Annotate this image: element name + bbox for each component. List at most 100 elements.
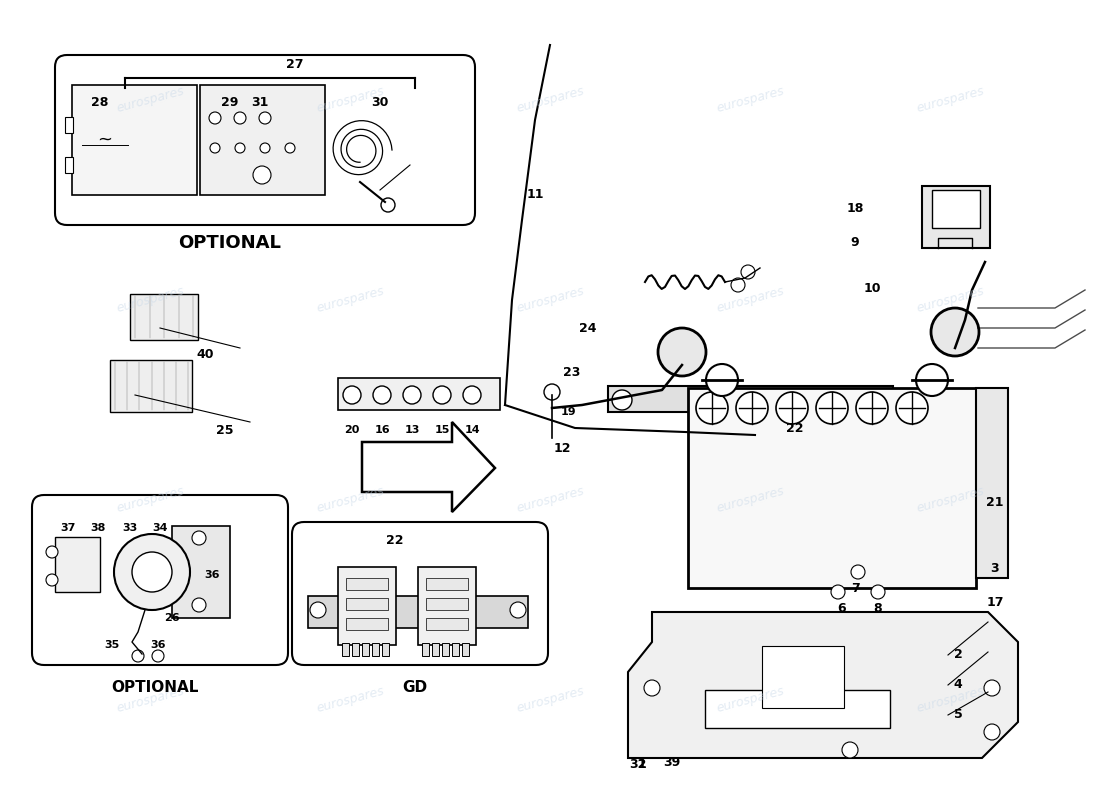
Text: 35: 35 (104, 640, 120, 650)
Text: eurospares: eurospares (114, 285, 186, 315)
Bar (338, 567, 396, 645)
Text: eurospares: eurospares (515, 85, 585, 115)
Circle shape (830, 585, 845, 599)
Text: eurospares: eurospares (515, 485, 585, 515)
Bar (72, 85, 197, 195)
Bar (352, 643, 359, 656)
Text: 8: 8 (873, 602, 882, 614)
Text: eurospares: eurospares (914, 285, 986, 315)
Bar (308, 596, 528, 628)
Bar (200, 85, 324, 195)
Bar (372, 643, 379, 656)
Text: eurospares: eurospares (914, 485, 986, 515)
Text: 34: 34 (152, 523, 167, 533)
Text: 39: 39 (663, 755, 681, 769)
Text: 40: 40 (196, 349, 213, 362)
Text: 6: 6 (838, 602, 846, 614)
Text: GD: GD (403, 681, 428, 695)
Circle shape (46, 574, 58, 586)
Circle shape (46, 546, 58, 558)
Text: 3: 3 (991, 562, 999, 574)
Bar (65, 117, 73, 133)
Text: eurospares: eurospares (114, 685, 186, 715)
Text: 13: 13 (405, 425, 420, 435)
Bar (426, 598, 467, 610)
Circle shape (463, 386, 481, 404)
Circle shape (510, 602, 526, 618)
Bar (346, 578, 388, 590)
Circle shape (696, 392, 728, 424)
Text: eurospares: eurospares (315, 485, 385, 515)
Text: ~: ~ (98, 131, 112, 149)
Circle shape (114, 534, 190, 610)
Circle shape (931, 308, 979, 356)
Circle shape (152, 650, 164, 662)
Circle shape (612, 390, 632, 410)
Polygon shape (628, 612, 1018, 758)
Text: OPTIONAL: OPTIONAL (111, 681, 199, 695)
Text: eurospares: eurospares (914, 85, 986, 115)
Circle shape (984, 724, 1000, 740)
Text: eurospares: eurospares (315, 85, 385, 115)
Bar (110, 360, 192, 412)
Circle shape (842, 742, 858, 758)
Circle shape (253, 166, 271, 184)
Bar (462, 643, 469, 656)
Circle shape (856, 392, 888, 424)
Circle shape (132, 650, 144, 662)
Circle shape (403, 386, 421, 404)
Circle shape (258, 112, 271, 124)
Bar (426, 618, 467, 630)
Text: 12: 12 (553, 442, 571, 454)
Bar (932, 190, 980, 228)
Circle shape (235, 143, 245, 153)
Circle shape (736, 392, 768, 424)
Text: 10: 10 (864, 282, 881, 294)
Text: 21: 21 (987, 495, 1003, 509)
Circle shape (896, 392, 928, 424)
Circle shape (851, 565, 865, 579)
Circle shape (210, 143, 220, 153)
Circle shape (706, 364, 738, 396)
Text: 27: 27 (286, 58, 304, 71)
Circle shape (732, 278, 745, 292)
Circle shape (132, 552, 172, 592)
Circle shape (260, 143, 270, 153)
Bar (362, 643, 369, 656)
Bar (346, 618, 388, 630)
Text: 24: 24 (580, 322, 596, 334)
Circle shape (192, 531, 206, 545)
Text: 16: 16 (374, 425, 389, 435)
Circle shape (373, 386, 390, 404)
Bar (422, 643, 429, 656)
Circle shape (433, 386, 451, 404)
Text: 30: 30 (372, 97, 388, 110)
Text: 1: 1 (638, 758, 647, 771)
Text: eurospares: eurospares (114, 85, 186, 115)
Text: 7: 7 (850, 582, 859, 594)
Bar (452, 643, 459, 656)
Text: 31: 31 (251, 97, 268, 110)
Text: 28: 28 (91, 97, 109, 110)
Circle shape (285, 143, 295, 153)
Text: 26: 26 (164, 613, 179, 623)
Text: eurospares: eurospares (515, 285, 585, 315)
Text: 9: 9 (850, 235, 859, 249)
Text: eurospares: eurospares (315, 285, 385, 315)
Circle shape (644, 680, 660, 696)
Text: 4: 4 (954, 678, 962, 691)
Bar (442, 643, 449, 656)
Text: 14: 14 (464, 425, 480, 435)
Text: eurospares: eurospares (715, 685, 785, 715)
Text: eurospares: eurospares (715, 285, 785, 315)
Text: 5: 5 (954, 709, 962, 722)
Text: eurospares: eurospares (114, 485, 186, 515)
Bar (608, 386, 893, 412)
Text: 17: 17 (987, 595, 1003, 609)
Bar (976, 388, 1008, 578)
Text: 25: 25 (217, 423, 233, 437)
Circle shape (343, 386, 361, 404)
Text: 33: 33 (122, 523, 138, 533)
Circle shape (234, 112, 246, 124)
Bar (418, 567, 476, 645)
